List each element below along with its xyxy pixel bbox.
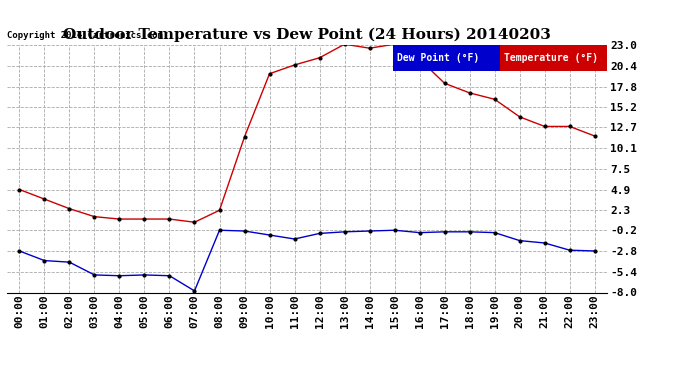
Text: Temperature (°F): Temperature (°F): [504, 53, 598, 63]
Text: Dew Point (°F): Dew Point (°F): [397, 53, 479, 63]
Text: Copyright 2014 Cartronics.com: Copyright 2014 Cartronics.com: [7, 31, 163, 40]
Title: Outdoor Temperature vs Dew Point (24 Hours) 20140203: Outdoor Temperature vs Dew Point (24 Hou…: [63, 28, 551, 42]
